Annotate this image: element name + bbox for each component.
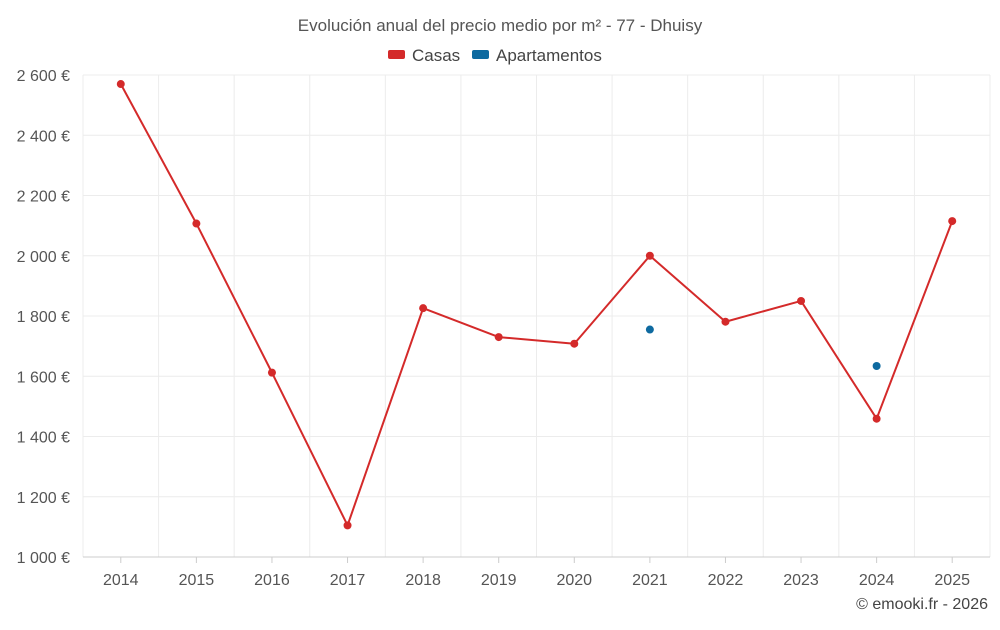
data-point-casas <box>645 251 654 260</box>
y-tick-label: 1 800 € <box>17 309 70 326</box>
x-tick-label: 2019 <box>481 572 517 589</box>
credit-text: © emooki.fr - 2026 <box>856 596 988 613</box>
y-tick-label: 2 000 € <box>17 249 70 266</box>
data-point-casas <box>419 304 428 313</box>
y-axis: 1 000 € 1 200 € 1 400 € 1 600 € 1 800 € 2 000… <box>17 68 70 567</box>
x-tick-label: 2020 <box>556 572 592 589</box>
legend-label-apartamentos: Apartamentos <box>496 46 602 65</box>
series-layer <box>116 80 957 530</box>
y-tick-label: 2 600 € <box>17 68 70 85</box>
legend-item-apartamentos[interactable]: Apartamentos <box>472 46 602 65</box>
y-tick-label: 2 400 € <box>17 128 70 145</box>
series-line-casas <box>119 83 954 527</box>
x-axis: 2014 2015 2016 2017 2018 2019 2020 2021 2022 2023… <box>83 556 990 589</box>
data-point-casas <box>267 368 276 377</box>
x-tick-label: 2023 <box>783 572 819 589</box>
legend-swatch-apartamentos <box>472 50 489 59</box>
x-tick-label: 2016 <box>254 572 290 589</box>
x-tick-label: 2015 <box>179 572 215 589</box>
x-tick-label: 2014 <box>103 572 139 589</box>
data-point-casas <box>570 339 579 348</box>
data-point-apartamentos <box>645 325 654 334</box>
data-point-casas <box>721 317 730 326</box>
legend-item-casas[interactable]: Casas <box>388 46 460 65</box>
data-point-casas <box>494 333 503 342</box>
y-tick-label: 2 200 € <box>17 189 70 206</box>
data-point-apartamentos <box>872 362 881 371</box>
data-point-casas <box>116 80 125 89</box>
x-tick-label: 2017 <box>330 572 366 589</box>
data-point-casas <box>797 296 806 305</box>
x-tick-label: 2021 <box>632 572 668 589</box>
legend-label-casas: Casas <box>412 46 460 65</box>
x-tick-label: 2022 <box>708 572 744 589</box>
data-point-casas <box>192 219 201 228</box>
x-tick-label: 2018 <box>405 572 441 589</box>
y-tick-label: 1 200 € <box>17 490 70 507</box>
x-tick-label: 2024 <box>859 572 895 589</box>
legend-swatch-casas <box>388 50 405 59</box>
grid <box>82 74 991 557</box>
data-point-casas <box>343 521 352 530</box>
chart-title: Evolución anual del precio medio por m² … <box>298 16 703 35</box>
y-tick-label: 1 600 € <box>17 369 70 386</box>
y-tick-label: 1 000 € <box>17 550 70 567</box>
x-tick-label: 2025 <box>934 572 970 589</box>
legend: Casas Apartamentos <box>388 46 602 65</box>
y-tick-label: 1 400 € <box>17 430 70 447</box>
data-point-casas <box>872 414 881 423</box>
data-point-casas <box>948 217 957 226</box>
